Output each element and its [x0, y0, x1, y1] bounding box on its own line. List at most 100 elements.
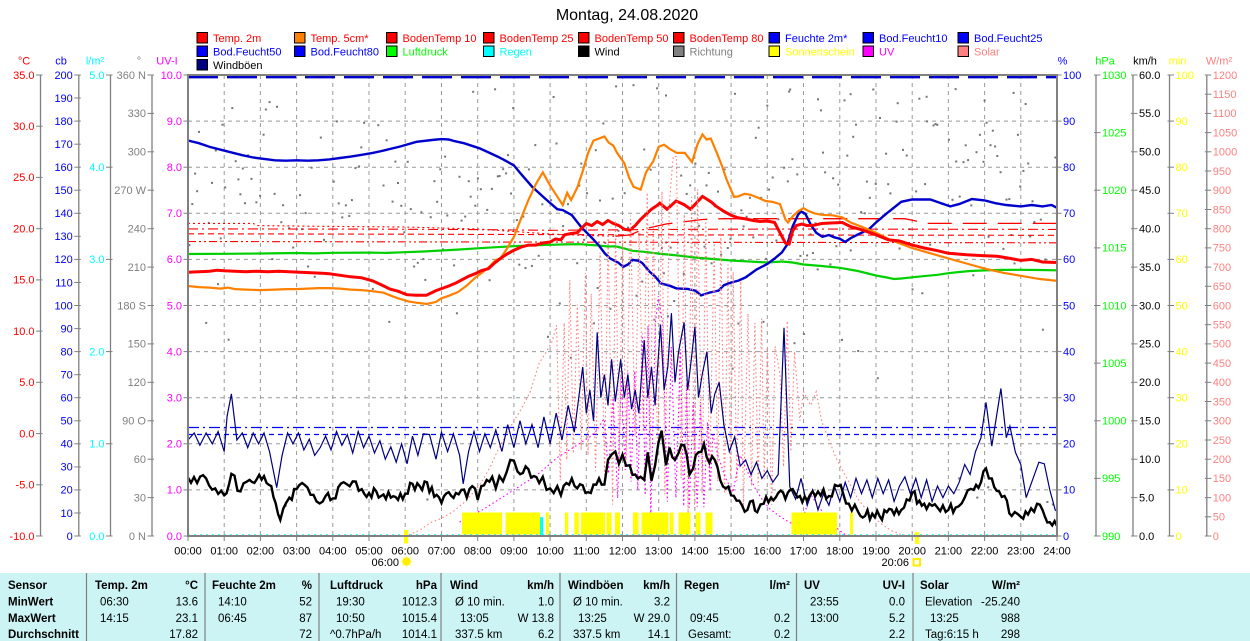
svg-text:50: 50 — [1213, 512, 1225, 524]
svg-text:90 O: 90 O — [122, 416, 146, 428]
svg-text:950: 950 — [1213, 166, 1231, 178]
svg-text:hPa: hPa — [416, 580, 438, 592]
svg-text:1100: 1100 — [1213, 108, 1237, 120]
svg-text:52: 52 — [299, 597, 312, 609]
svg-text:300: 300 — [1213, 416, 1231, 428]
svg-text:l/m²: l/m² — [86, 56, 105, 68]
svg-text:Bod.Feucht10: Bod.Feucht10 — [879, 33, 948, 45]
svg-text:200: 200 — [1213, 454, 1231, 466]
svg-text:350: 350 — [1213, 396, 1231, 408]
svg-text:45.0: 45.0 — [1139, 185, 1160, 197]
svg-text:50: 50 — [1176, 300, 1188, 312]
svg-text:MaxWert: MaxWert — [8, 613, 56, 625]
svg-text:600: 600 — [1213, 300, 1231, 312]
svg-text:Richtung: Richtung — [690, 47, 733, 59]
svg-text:13.6: 13.6 — [176, 597, 198, 609]
svg-text:Bod.Feucht50: Bod.Feucht50 — [213, 47, 282, 59]
svg-text:337.5 km: 337.5 km — [573, 629, 620, 641]
svg-text:01:00: 01:00 — [210, 546, 238, 558]
svg-text:60: 60 — [1063, 254, 1075, 266]
svg-text:%: % — [1058, 56, 1068, 68]
svg-text:Windböen: Windböen — [213, 60, 263, 72]
svg-text:0: 0 — [1213, 531, 1219, 543]
svg-text:100: 100 — [54, 300, 72, 312]
svg-text:70: 70 — [1063, 208, 1075, 220]
svg-text:3.0: 3.0 — [167, 393, 182, 405]
svg-text:Feuchte 2m: Feuchte 2m — [212, 580, 276, 592]
svg-text:-25.240: -25.240 — [981, 597, 1020, 609]
svg-text:20: 20 — [61, 485, 73, 497]
svg-text:180: 180 — [54, 116, 72, 128]
svg-text:W 13.8: W 13.8 — [518, 613, 554, 625]
svg-text:5.0: 5.0 — [19, 377, 34, 389]
svg-text:Temp. 2m: Temp. 2m — [95, 580, 148, 592]
svg-text:6.2: 6.2 — [538, 629, 554, 641]
svg-text:UV-I: UV-I — [883, 580, 905, 592]
svg-text:-10.0: -10.0 — [9, 531, 34, 543]
svg-text:10: 10 — [61, 508, 73, 520]
svg-text:20.0: 20.0 — [1139, 377, 1160, 389]
svg-text:5.0: 5.0 — [167, 300, 182, 312]
svg-text:06:00: 06:00 — [371, 557, 399, 569]
svg-text:%: % — [302, 580, 312, 592]
svg-text:120: 120 — [54, 254, 72, 266]
svg-text:800: 800 — [1213, 224, 1231, 236]
svg-text:Bod.Feucht80: Bod.Feucht80 — [311, 47, 380, 59]
svg-text:13:25: 13:25 — [930, 613, 959, 625]
svg-text:240: 240 — [128, 224, 146, 236]
svg-text:MinWert: MinWert — [8, 597, 53, 609]
svg-text:13:25: 13:25 — [578, 613, 607, 625]
svg-text:16:00: 16:00 — [754, 546, 782, 558]
svg-text:hPa: hPa — [1095, 56, 1115, 68]
svg-text:35.0: 35.0 — [13, 70, 34, 82]
svg-text:70: 70 — [61, 370, 73, 382]
svg-text:20.0: 20.0 — [13, 224, 34, 236]
svg-text:°: ° — [137, 56, 141, 68]
svg-text:13:05: 13:05 — [460, 613, 489, 625]
svg-text:190: 190 — [54, 93, 72, 105]
svg-text:50.0: 50.0 — [1139, 147, 1160, 159]
svg-text:°C: °C — [18, 56, 30, 68]
svg-text:02:00: 02:00 — [247, 546, 275, 558]
svg-text:1000: 1000 — [1213, 147, 1237, 159]
svg-text:23:00: 23:00 — [1007, 546, 1035, 558]
svg-text:09:45: 09:45 — [690, 613, 719, 625]
svg-text:750: 750 — [1213, 243, 1231, 255]
svg-text:Solar: Solar — [974, 47, 1000, 59]
svg-text:03:00: 03:00 — [283, 546, 311, 558]
svg-text:100: 100 — [1176, 70, 1194, 82]
svg-text:1020: 1020 — [1102, 185, 1126, 197]
svg-text:6.0: 6.0 — [167, 254, 182, 266]
svg-text:150: 150 — [128, 339, 146, 351]
svg-text:11:00: 11:00 — [573, 546, 600, 558]
svg-text:0.2: 0.2 — [774, 613, 790, 625]
svg-text:-5.0: -5.0 — [16, 480, 35, 492]
svg-text:0 N: 0 N — [129, 531, 146, 543]
svg-text:30.0: 30.0 — [1139, 300, 1160, 312]
svg-text:9.0: 9.0 — [167, 116, 182, 128]
svg-text:1000: 1000 — [1102, 416, 1126, 428]
svg-text:60: 60 — [61, 393, 73, 405]
svg-text:Luftdruck: Luftdruck — [403, 47, 449, 59]
svg-text:1025: 1025 — [1102, 127, 1126, 139]
svg-text:0: 0 — [67, 531, 73, 543]
svg-text:995: 995 — [1102, 473, 1120, 485]
svg-text:15:00: 15:00 — [717, 546, 745, 558]
svg-text:Wind: Wind — [595, 47, 620, 59]
svg-text:BodenTemp 50: BodenTemp 50 — [595, 33, 669, 45]
svg-text:cb: cb — [55, 56, 67, 68]
svg-text:UV: UV — [804, 580, 820, 592]
svg-text:Ø 10 min.: Ø 10 min. — [455, 597, 505, 609]
svg-text:20: 20 — [1176, 439, 1188, 451]
svg-text:55.0: 55.0 — [1139, 108, 1160, 120]
svg-text:0.0: 0.0 — [89, 531, 104, 543]
svg-text:270 W: 270 W — [114, 185, 146, 197]
svg-text:Regen: Regen — [500, 47, 532, 59]
svg-text:650: 650 — [1213, 281, 1231, 293]
svg-text:14:10: 14:10 — [218, 597, 247, 609]
svg-text:60: 60 — [1176, 254, 1188, 266]
svg-text:W 29.0: W 29.0 — [634, 613, 670, 625]
svg-text:40: 40 — [61, 439, 73, 451]
svg-text:1010: 1010 — [1102, 300, 1126, 312]
svg-text:40.0: 40.0 — [1139, 224, 1160, 236]
